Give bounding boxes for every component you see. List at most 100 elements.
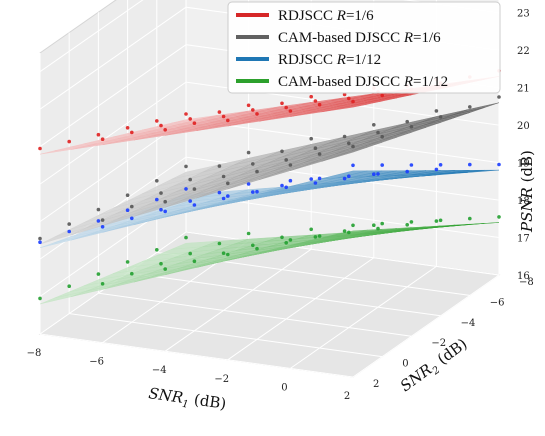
- data-point: [184, 112, 188, 116]
- data-point: [309, 227, 314, 232]
- data-point: [284, 158, 289, 162]
- data-point: [317, 102, 322, 107]
- y-tick-label: −2: [431, 338, 446, 349]
- data-point: [317, 176, 322, 181]
- x-tick-label: −6: [89, 357, 104, 368]
- data-point: [226, 118, 230, 123]
- z-grid-line: [39, 0, 500, 73]
- legend-label-cam-1-12: CAM-based DJSCC R=1/12: [278, 74, 448, 90]
- data-point: [280, 101, 284, 106]
- data-point: [372, 123, 376, 127]
- data-point: [192, 187, 197, 191]
- data-point: [251, 243, 255, 248]
- data-point: [67, 139, 71, 144]
- z-axis-title: PSNR (dB): [518, 150, 536, 233]
- data-point: [100, 137, 105, 141]
- data-point: [317, 152, 322, 156]
- data-point: [217, 110, 222, 114]
- legend-entry-rdjscc-1-6: RDJSCC R=1/6: [236, 8, 374, 24]
- data-point: [468, 105, 472, 109]
- data-point: [163, 209, 167, 214]
- data-point: [192, 259, 197, 264]
- data-point: [192, 203, 197, 207]
- data-point: [288, 238, 293, 242]
- data-point: [372, 223, 376, 227]
- data-point: [288, 178, 293, 183]
- data-point: [221, 114, 226, 119]
- data-point: [155, 248, 159, 252]
- data-point: [100, 282, 105, 286]
- x-tick-label: 0: [281, 382, 287, 393]
- data-point: [226, 252, 230, 257]
- data-point: [67, 284, 71, 289]
- z-tick-label: 17: [517, 234, 530, 245]
- data-point: [130, 271, 134, 276]
- data-point: [313, 235, 318, 239]
- data-point: [96, 272, 101, 276]
- data-point: [317, 234, 322, 238]
- data-point: [309, 136, 314, 141]
- surface-facet: [321, 104, 368, 113]
- y-grid-line: [68, 32, 383, 358]
- data-point: [159, 261, 163, 266]
- data-point: [255, 112, 259, 116]
- data-point: [125, 260, 130, 264]
- points-3: [38, 215, 501, 301]
- y-grid-line: [97, 12, 412, 337]
- data-point: [434, 167, 439, 172]
- data-point: [217, 241, 222, 246]
- data-point: [468, 216, 472, 221]
- legend-entry-cam-1-12: CAM-based DJSCC R=1/12: [236, 74, 448, 90]
- data-point: [284, 241, 289, 245]
- legend-entry-rdjscc-1-12: RDJSCC R=1/12: [236, 52, 381, 68]
- legend-box: [227, 1, 501, 94]
- data-point: [130, 130, 134, 135]
- data-point: [347, 174, 351, 178]
- z-tick-label: 23: [517, 9, 530, 20]
- data-point: [184, 187, 188, 191]
- data-point: [192, 121, 197, 125]
- z-tick-label: 18: [517, 196, 530, 207]
- data-points: [38, 69, 501, 301]
- data-point: [155, 179, 159, 183]
- data-point: [313, 181, 318, 185]
- points-1: [38, 95, 501, 241]
- data-point: [376, 172, 380, 176]
- data-point: [217, 164, 222, 168]
- data-point: [372, 172, 376, 176]
- y-tick-label: −4: [461, 318, 476, 329]
- data-point: [351, 99, 355, 104]
- data-point: [380, 163, 385, 167]
- data-point: [251, 108, 255, 112]
- z-tick-label: 19: [517, 159, 530, 170]
- data-point: [468, 162, 472, 167]
- data-point: [163, 267, 167, 271]
- data-point: [184, 235, 188, 240]
- data-point: [125, 126, 130, 130]
- legend-label-rdjscc-1-6: RDJSCC R=1/6: [278, 8, 374, 24]
- data-point: [125, 208, 130, 212]
- data-point: [342, 134, 347, 139]
- data-point: [380, 93, 385, 98]
- legend-label-rdjscc-1-12: RDJSCC R=1/12: [278, 52, 381, 68]
- data-point: [405, 223, 410, 227]
- y-grid-line: [39, 53, 354, 378]
- data-point: [226, 194, 230, 198]
- data-point: [342, 92, 347, 97]
- x-axis-title: SNR1 (dB): [147, 384, 227, 416]
- legend-label-cam-1-6: CAM-based DJSCC R=1/6: [278, 30, 441, 46]
- data-point: [438, 115, 443, 119]
- data-point: [251, 190, 255, 194]
- data-point: [246, 182, 251, 186]
- data-point: [38, 146, 42, 151]
- y-grid-line: [185, 0, 500, 276]
- data-point: [376, 130, 380, 135]
- data-point: [96, 207, 101, 212]
- data-point: [96, 132, 101, 137]
- legend-entry-cam-1-6: CAM-based DJSCC R=1/6: [236, 30, 441, 46]
- legend: RDJSCC R=1/6 CAM-based DJSCC R=1/6 RDJSC…: [227, 1, 501, 94]
- data-point: [288, 109, 293, 113]
- data-point: [188, 199, 192, 203]
- data-point: [130, 216, 134, 221]
